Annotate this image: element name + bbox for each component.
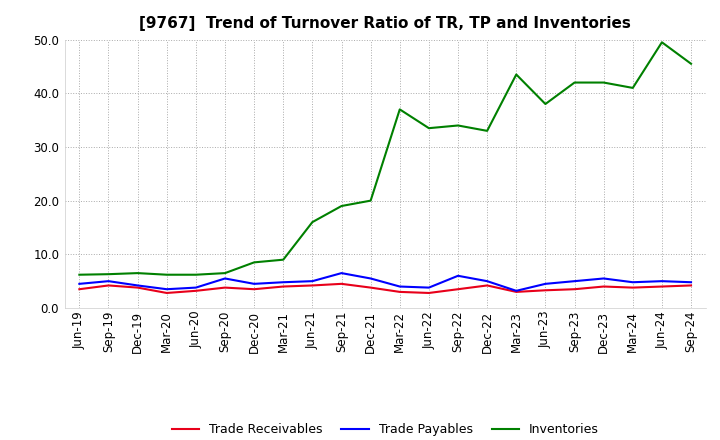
Inventories <box>250 260 258 265</box>
Title: [9767]  Trend of Turnover Ratio of TR, TP and Inventories: [9767] Trend of Turnover Ratio of TR, TP… <box>139 16 631 32</box>
Inventories <box>657 40 666 45</box>
Trade Receivables <box>133 285 142 290</box>
Trade Receivables <box>163 290 171 296</box>
Trade Payables <box>308 279 317 284</box>
Trade Payables <box>454 273 462 279</box>
Inventories <box>192 272 200 277</box>
Inventories <box>425 125 433 131</box>
Trade Receivables <box>75 286 84 292</box>
Trade Payables <box>220 276 229 281</box>
Trade Receivables <box>687 283 696 288</box>
Inventories <box>629 85 637 91</box>
Legend: Trade Receivables, Trade Payables, Inventories: Trade Receivables, Trade Payables, Inven… <box>166 418 604 440</box>
Trade Receivables <box>279 284 287 289</box>
Inventories <box>570 80 579 85</box>
Trade Payables <box>425 285 433 290</box>
Trade Payables <box>629 279 637 285</box>
Inventories <box>599 80 608 85</box>
Trade Payables <box>192 285 200 290</box>
Trade Receivables <box>192 288 200 293</box>
Trade Receivables <box>395 289 404 294</box>
Trade Payables <box>366 276 375 281</box>
Line: Inventories: Inventories <box>79 42 691 275</box>
Inventories <box>279 257 287 262</box>
Trade Payables <box>541 281 550 286</box>
Trade Payables <box>104 279 113 284</box>
Trade Receivables <box>454 286 462 292</box>
Trade Receivables <box>104 283 113 288</box>
Trade Receivables <box>483 283 492 288</box>
Trade Payables <box>687 279 696 285</box>
Line: Trade Receivables: Trade Receivables <box>79 284 691 293</box>
Trade Payables <box>133 283 142 288</box>
Trade Payables <box>250 281 258 286</box>
Line: Trade Payables: Trade Payables <box>79 273 691 291</box>
Trade Payables <box>163 286 171 292</box>
Trade Receivables <box>337 281 346 286</box>
Trade Receivables <box>512 289 521 294</box>
Inventories <box>395 107 404 112</box>
Trade Receivables <box>570 286 579 292</box>
Trade Payables <box>657 279 666 284</box>
Trade Payables <box>512 288 521 293</box>
Trade Receivables <box>366 285 375 290</box>
Inventories <box>483 128 492 133</box>
Trade Payables <box>570 279 579 284</box>
Trade Receivables <box>657 284 666 289</box>
Inventories <box>454 123 462 128</box>
Inventories <box>133 271 142 276</box>
Inventories <box>541 101 550 106</box>
Trade Payables <box>279 279 287 285</box>
Inventories <box>687 61 696 66</box>
Trade Payables <box>337 271 346 276</box>
Trade Receivables <box>250 286 258 292</box>
Inventories <box>163 272 171 277</box>
Trade Payables <box>395 284 404 289</box>
Inventories <box>308 220 317 225</box>
Trade Receivables <box>425 290 433 296</box>
Trade Receivables <box>220 285 229 290</box>
Trade Receivables <box>629 285 637 290</box>
Inventories <box>366 198 375 203</box>
Trade Receivables <box>308 283 317 288</box>
Trade Payables <box>599 276 608 281</box>
Trade Payables <box>75 281 84 286</box>
Inventories <box>512 72 521 77</box>
Trade Receivables <box>541 288 550 293</box>
Trade Receivables <box>599 284 608 289</box>
Inventories <box>220 271 229 276</box>
Inventories <box>75 272 84 277</box>
Trade Payables <box>483 279 492 284</box>
Inventories <box>104 271 113 277</box>
Inventories <box>337 203 346 209</box>
